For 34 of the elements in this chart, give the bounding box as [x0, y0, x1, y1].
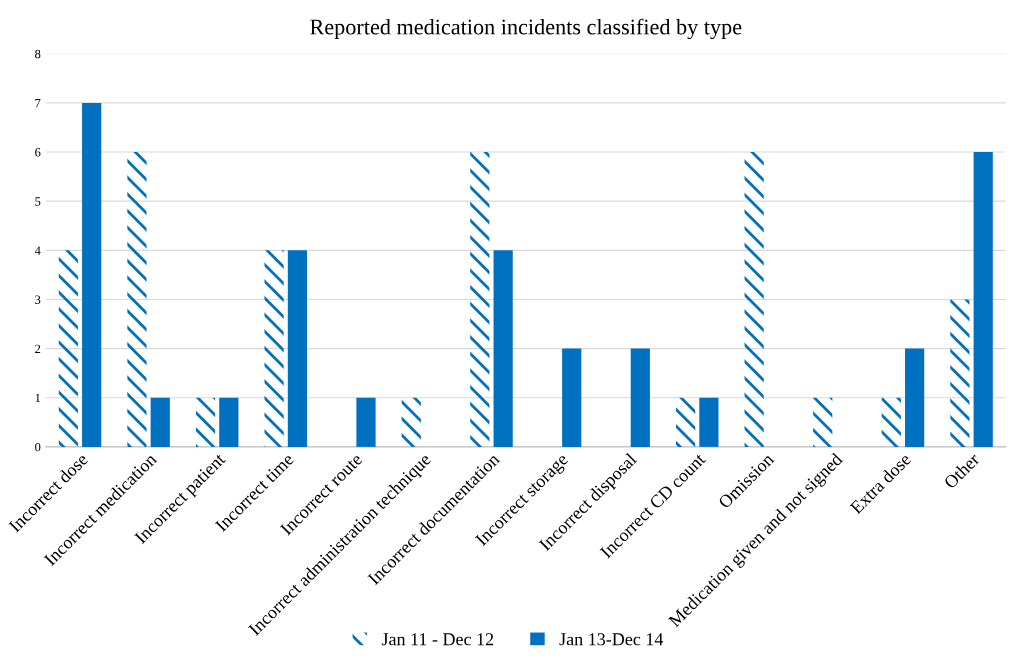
bar [401, 397, 421, 447]
bar [881, 397, 901, 447]
chart-title: Reported medication incidents classified by type [310, 18, 742, 40]
bar [127, 152, 147, 447]
bar [82, 102, 102, 447]
y-tick-label: 7 [35, 99, 41, 108]
bar [58, 250, 78, 447]
bar [744, 152, 764, 447]
legend-label: Jan 11 - Dec 12 [381, 633, 494, 646]
bar [219, 397, 239, 447]
bar [195, 397, 216, 447]
bar [630, 348, 650, 447]
bar [973, 152, 993, 447]
y-tick-label: 6 [35, 148, 41, 157]
bar [356, 397, 376, 447]
bar [675, 397, 696, 447]
y-tick-label: 5 [35, 197, 41, 206]
bar [264, 250, 284, 447]
bar [950, 299, 970, 447]
y-tick-label: 1 [35, 393, 41, 403]
y-tick-label: 3 [35, 295, 41, 304]
bar [699, 397, 719, 447]
y-tick-label: 2 [35, 344, 41, 353]
y-tick-label: 0 [35, 442, 41, 452]
bar [562, 348, 582, 447]
y-tick-label: 4 [34, 246, 41, 255]
bar [150, 397, 170, 447]
bar [813, 397, 833, 447]
bar [287, 250, 308, 447]
bar [905, 348, 925, 447]
legend-label: Jan 13-Dec 14 [559, 633, 664, 646]
y-tick-label: 8 [35, 49, 41, 59]
bar [470, 152, 490, 447]
bar [493, 250, 513, 447]
